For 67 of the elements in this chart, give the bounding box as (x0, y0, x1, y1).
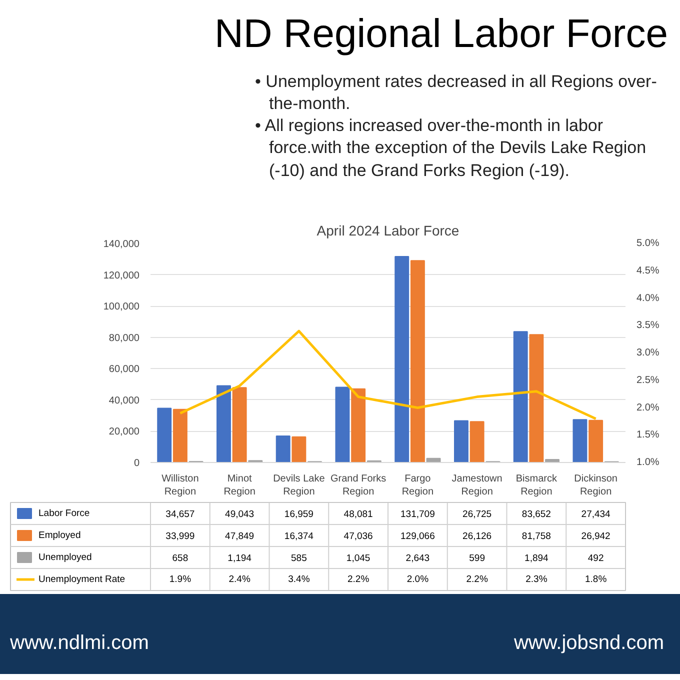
x-tick-label: Grand Forks Region (330, 474, 386, 498)
x-tick-label: Jamestown Region (452, 474, 502, 498)
data-label: 1.8% (584, 574, 608, 585)
data-label: 2,643 (406, 553, 430, 564)
data-label: 26,725 (462, 509, 492, 520)
data-label: 1,194 (228, 553, 252, 564)
y-tick-label: 20,000 (108, 426, 140, 438)
y-tick-label: 60,000 (108, 364, 140, 376)
text: • All regions increased over-the-month in labor force.with the exception of the Devils Lake Region (-10) and the Grand Forks Region (-19). (255, 115, 648, 182)
data-label: 2.4% (228, 574, 251, 585)
y2-tick-label: 4.5% (636, 265, 660, 276)
chart-subtitle: April 2024 Labor Force (316, 222, 460, 238)
y2-tick-label: 4.0% (636, 292, 660, 304)
text: www.jobsnd.com (512, 631, 665, 656)
data-label: 48,081 (344, 509, 373, 520)
data-label: 2.0% (406, 574, 430, 585)
y2-tick-label: 5.0% (636, 238, 660, 249)
legend-label: Unemployment Rate (38, 574, 126, 585)
y-tick-label: 140,000 (103, 239, 140, 250)
y-tick-label: 0 (134, 458, 140, 469)
data-label: 81,758 (522, 531, 551, 542)
x-tick-label: Bismarck Region (516, 474, 558, 498)
data-label: 26,942 (581, 531, 610, 542)
x-tick-label: Devils Lake Region (273, 474, 326, 498)
data-label: 33,999 (166, 531, 195, 542)
legend-label: Labor Force (38, 508, 90, 519)
data-label: 3.4% (288, 574, 310, 585)
data-label: 47,036 (344, 531, 373, 542)
data-label: 49,043 (225, 509, 254, 520)
y2-tick-label: 2.5% (636, 374, 660, 386)
x-tick-label: Dickinson Region (574, 474, 618, 498)
data-label: 1,045 (346, 553, 370, 564)
data-label: 658 (172, 553, 188, 564)
data-label: 492 (588, 553, 604, 564)
data-label: 27,434 (581, 509, 610, 520)
data-label: 34,657 (166, 509, 195, 520)
data-label: 2.2% (466, 574, 488, 585)
data-label: 2.3% (526, 574, 548, 585)
data-label: 83,652 (522, 509, 551, 520)
x-tick-label: Fargo Region (402, 474, 434, 498)
data-label: 16,374 (284, 531, 314, 542)
y2-tick-label: 3.0% (636, 348, 660, 358)
data-label: 585 (291, 553, 307, 564)
text: • Unemployment rates decreased in all Regions over-the-month. (255, 71, 658, 116)
y-tick-label: 80,000 (108, 332, 140, 344)
data-label: 599 (469, 553, 485, 564)
data-label: 16,959 (284, 509, 314, 520)
y2-tick-label: 1.0% (636, 457, 660, 468)
data-label: 2.2% (347, 574, 370, 585)
y2-tick-label: 1.5% (636, 430, 660, 441)
legend-label: Employed (38, 530, 81, 541)
legend-label: Unemployed (38, 552, 92, 563)
y2-tick-label: 3.5% (636, 320, 660, 332)
x-tick-label: Minot Region (224, 474, 256, 498)
data-label: 131,709 (400, 509, 435, 520)
y2-tick-label: 2.0% (636, 402, 660, 414)
data-label: 47,849 (225, 531, 254, 542)
y-tick-label: 40,000 (108, 395, 140, 406)
data-label: 1.9% (169, 574, 192, 585)
data-label: 26,126 (462, 531, 492, 542)
data-label: 1,894 (524, 553, 548, 564)
data-label: 129,066 (400, 531, 435, 542)
text: www.ndlmi.com (9, 631, 150, 656)
y-tick-label: 120,000 (103, 270, 140, 282)
y-tick-label: 100,000 (103, 302, 140, 313)
x-tick-label: Williston Region (162, 474, 199, 498)
chart-title: ND Regional Labor Force (213, 11, 669, 58)
